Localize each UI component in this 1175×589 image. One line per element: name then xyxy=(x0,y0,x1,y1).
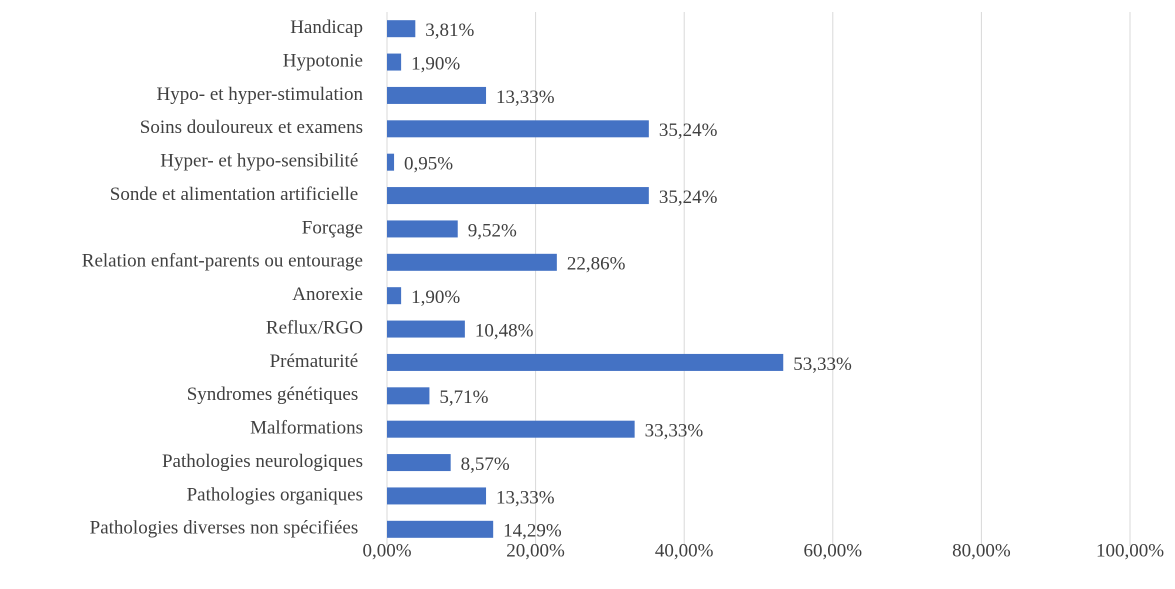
y-tick-label: Forçage xyxy=(302,217,363,238)
value-label: 22,86% xyxy=(567,254,626,275)
bar xyxy=(387,153,395,171)
value-label: 53,33% xyxy=(793,354,852,375)
x-tick-label: 100,00% xyxy=(1096,540,1164,561)
bar xyxy=(387,287,402,305)
value-label: 13,33% xyxy=(496,487,555,508)
value-label: 13,33% xyxy=(496,87,555,108)
y-tick-label: Syndromes génétiques xyxy=(187,384,363,405)
y-tick-label: Relation enfant-parents ou entourage xyxy=(82,251,363,272)
x-tick-label: 20,00% xyxy=(506,540,565,561)
bar xyxy=(387,253,557,271)
y-tick-label: Hypotonie xyxy=(283,50,363,71)
bar xyxy=(387,187,649,205)
y-tick-label: Handicap xyxy=(290,17,363,38)
y-tick-label: Prématurité xyxy=(270,351,363,372)
bar xyxy=(387,53,402,71)
bar xyxy=(387,86,487,104)
y-tick-label: Pathologies diverses non spécifiées xyxy=(90,518,363,539)
x-tick-label: 80,00% xyxy=(952,540,1011,561)
value-label: 33,33% xyxy=(645,421,704,442)
value-label: 1,90% xyxy=(411,53,460,74)
y-tick-label: Malformations xyxy=(250,418,363,439)
value-label: 14,29% xyxy=(503,521,562,542)
bar xyxy=(387,487,487,505)
bar xyxy=(387,320,465,338)
x-tick-label: 40,00% xyxy=(655,540,714,561)
value-label: 10,48% xyxy=(475,320,534,341)
y-tick-label: Soins douloureux et examens xyxy=(140,117,363,138)
y-tick-label: Pathologies organiques xyxy=(187,484,363,505)
value-label: 1,90% xyxy=(411,287,460,308)
x-tick-label: 60,00% xyxy=(804,540,863,561)
y-tick-label: Reflux/RGO xyxy=(266,317,363,338)
bar xyxy=(387,220,458,238)
y-tick-label: Hypo- et hyper-stimulation xyxy=(157,84,364,105)
bar xyxy=(387,20,416,38)
bar xyxy=(387,520,494,538)
value-label: 35,24% xyxy=(659,187,718,208)
bar xyxy=(387,120,649,138)
value-label: 5,71% xyxy=(439,387,488,408)
y-tick-label: Anorexie xyxy=(292,284,363,305)
value-label: 8,57% xyxy=(461,454,510,475)
y-tick-label: Hyper- et hypo-sensibilité xyxy=(160,151,363,172)
bar xyxy=(387,387,430,405)
value-label: 0,95% xyxy=(404,154,453,175)
y-tick-label: Sonde et alimentation artificielle xyxy=(110,184,363,205)
x-tick-label: 0,00% xyxy=(362,540,411,561)
value-label: 35,24% xyxy=(659,120,718,141)
value-label: 3,81% xyxy=(425,20,474,41)
bar xyxy=(387,353,784,371)
y-tick-label: Pathologies neurologiques xyxy=(162,451,363,472)
bar xyxy=(387,420,635,438)
value-label: 9,52% xyxy=(468,220,517,241)
bar xyxy=(387,454,451,472)
